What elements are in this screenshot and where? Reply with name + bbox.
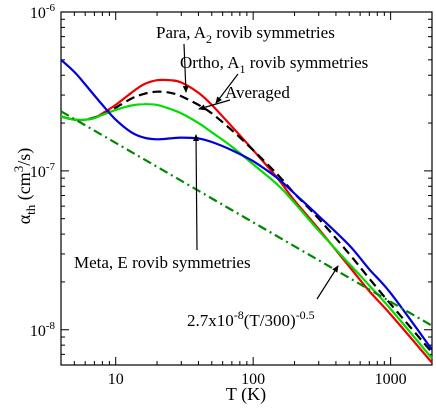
annotation-arrow-3 (193, 134, 200, 251)
y-tick-label: 10-7 (30, 161, 56, 181)
annotation-meta: Meta, E rovib symmetries (74, 253, 251, 272)
annotation-averaged: Averaged (225, 83, 290, 102)
annotation-para: Para, A2 rovib symmetries (156, 23, 335, 46)
series-line-2 (60, 103, 433, 360)
annotation-arrow-0 (182, 43, 189, 93)
y-tick-label: 10-6 (30, 2, 56, 22)
x-tick-label: 10 (108, 371, 124, 388)
annotation-arrow-1 (215, 73, 239, 104)
annotation-fit-formula: 2.7x10-8(T/300)-0.5 (187, 308, 315, 330)
annotation-arrow-4 (316, 265, 339, 300)
annotation-arrow-2 (198, 99, 231, 111)
x-tick-label: 1000 (375, 371, 407, 388)
y-axis-title: αth (cm3/s) (11, 148, 38, 225)
y-tick-label: 10-8 (30, 320, 56, 340)
annotation-ortho: Ortho, A1 rovib symmetries (180, 53, 368, 76)
ticks: 10 100 1000 10-8 10-7 10-6 (30, 2, 433, 388)
x-axis-title: T (K) (226, 384, 266, 405)
annotation-arrows (182, 43, 339, 300)
series-line-4 (60, 110, 433, 327)
x-tick-label: 100 (241, 371, 265, 388)
